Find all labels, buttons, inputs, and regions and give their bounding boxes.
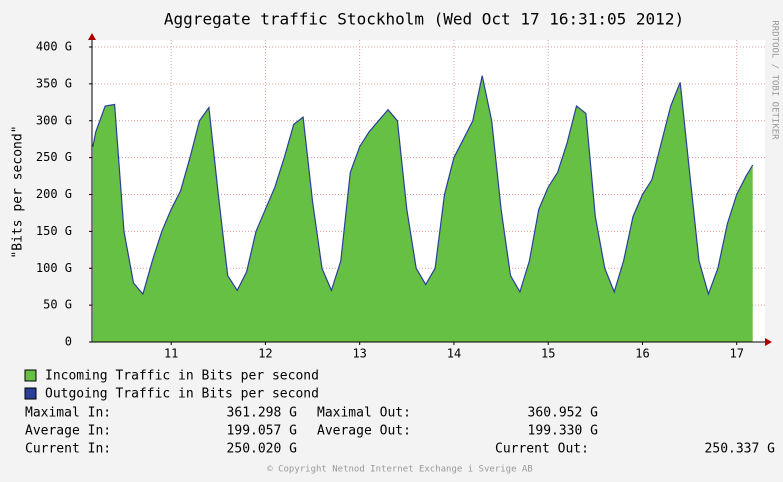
stat-label: Current In: xyxy=(25,442,111,457)
outgoing-line xyxy=(92,75,754,297)
stat-value: 199.057 G xyxy=(227,424,298,439)
x-arrow xyxy=(765,338,772,346)
x-tick-label: 17 xyxy=(729,347,743,361)
stat-label: Maximal In: xyxy=(25,406,111,421)
stats: Maximal In: 361.298 G Maximal Out: 360.952 … xyxy=(25,406,775,457)
y-tick-label: 250 G xyxy=(36,150,72,164)
y-tick-label: 300 G xyxy=(36,113,72,127)
y-tick-label: 100 G xyxy=(36,261,72,275)
legend: Incoming Traffic in Bits per second Outgo… xyxy=(24,369,319,402)
x-tick-label: 15 xyxy=(541,347,555,361)
stat-value: 250.020 G xyxy=(227,442,298,457)
y-tick-label: 0 xyxy=(65,335,72,349)
stat-label: Average In: xyxy=(25,424,111,439)
x-tick-label: 11 xyxy=(164,347,178,361)
side-note: RRDTOOL / TOBI OETIKER xyxy=(770,20,780,140)
stat-label: Maximal Out: xyxy=(317,406,411,421)
stat-label: Current Out: xyxy=(495,442,589,457)
stat-value: 250.337 G xyxy=(705,442,776,457)
legend-label: Outgoing Traffic in Bits per second xyxy=(45,387,319,402)
x-tick-label: 13 xyxy=(352,347,366,361)
x-tick-label: 12 xyxy=(258,347,272,361)
stat-value: 361.298 G xyxy=(227,406,298,421)
y-axis-label: "Bits per second" xyxy=(11,125,26,258)
stat-value: 199.330 G xyxy=(528,424,599,439)
y-tick-label: 50 G xyxy=(43,298,72,312)
legend-swatch xyxy=(24,369,37,382)
x-tick-label: 14 xyxy=(447,347,461,361)
y-tick-label: 200 G xyxy=(36,187,72,201)
stat-value: 360.952 G xyxy=(528,406,599,421)
y-tick-label: 150 G xyxy=(36,224,72,238)
y-tick-label: 400 G xyxy=(36,40,72,54)
x-tick-label: 16 xyxy=(635,347,649,361)
chart-title: Aggregate traffic Stockholm (Wed Oct 17 … xyxy=(164,10,684,29)
legend-label: Incoming Traffic in Bits per second xyxy=(45,369,319,384)
incoming-area xyxy=(92,75,753,343)
marks xyxy=(92,75,754,343)
y-arrow xyxy=(88,33,96,40)
stat-label: Average Out: xyxy=(317,424,411,439)
legend-swatch xyxy=(24,387,37,400)
footer: © Copyright Netnod Internet Exchange i S… xyxy=(267,465,533,475)
y-tick-label: 350 G xyxy=(36,76,72,90)
axes: 0 50 G 100 G 150 G 200 G 250 G 300 G 350 G 400 G… xyxy=(36,33,772,361)
